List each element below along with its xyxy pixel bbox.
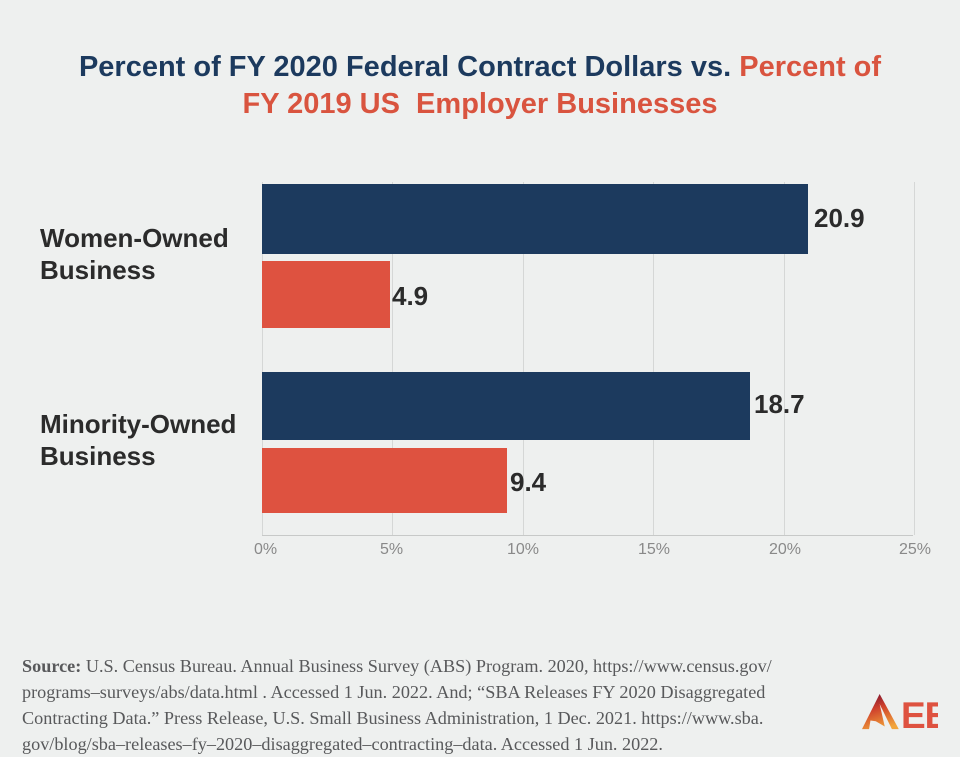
- svg-text:EE: EE: [901, 695, 938, 731]
